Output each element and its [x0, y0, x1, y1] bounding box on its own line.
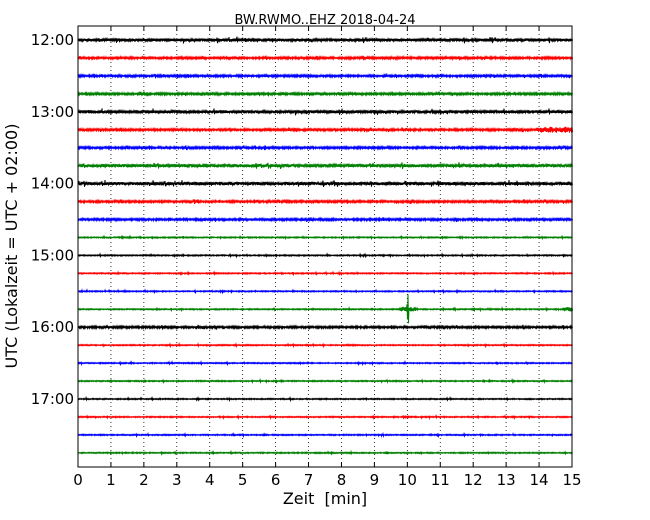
trace-line [77, 288, 573, 295]
vertical-grid [110, 26, 540, 467]
trace-line [77, 180, 573, 187]
trace-line [77, 162, 573, 170]
x-tick-label: 3 [172, 471, 182, 489]
trace-line [77, 252, 573, 259]
x-ticks: 0 1 2 3 4 5 6 7 8 9 10 11 12 13 14 15 [73, 26, 582, 489]
trace-line [77, 90, 573, 97]
trace-line [77, 395, 573, 403]
trace-line [77, 449, 573, 457]
x-tick-label: 0 [73, 471, 83, 489]
x-tick-label: 8 [337, 471, 347, 489]
trace-line [77, 108, 573, 116]
x-tick-label: 2 [139, 471, 149, 489]
y-tick-label: 15:00 [31, 246, 74, 264]
x-tick-label: 11 [431, 471, 450, 489]
trace-line [77, 126, 573, 133]
x-tick-label: 15 [562, 471, 581, 489]
x-tick-label: 9 [370, 471, 380, 489]
y-axis-label: UTC (Lokalzeit = UTC + 02:00) [2, 124, 21, 369]
x-tick-label: 6 [271, 471, 281, 489]
trace-line [77, 294, 573, 324]
y-tick-label: 13:00 [31, 103, 74, 121]
y-tick-label: 14:00 [31, 175, 74, 193]
x-axis-label: Zeit [min] [283, 489, 367, 508]
x-tick-label: 4 [205, 471, 215, 489]
trace-line [77, 324, 573, 331]
trace-line [77, 270, 573, 277]
y-tick-label: 17:00 [31, 390, 74, 408]
y-tick-label: 12:00 [31, 31, 74, 49]
trace-line [77, 72, 573, 79]
x-tick-label: 1 [106, 471, 116, 489]
chart-title: BW.RWMO..EHZ 2018-04-24 [234, 13, 415, 28]
x-tick-label: 14 [530, 471, 549, 489]
trace-line [77, 144, 573, 151]
y-tick-label: 16:00 [31, 318, 74, 336]
trace-line [77, 234, 573, 241]
trace-line [77, 198, 573, 205]
x-tick-label: 13 [497, 471, 516, 489]
y-ticks: 12:00 13:00 14:00 15:00 16:00 17:00 [31, 31, 572, 408]
trace-line [77, 36, 573, 44]
trace-line [77, 359, 573, 367]
x-tick-label: 12 [464, 471, 483, 489]
trace-line [77, 54, 573, 62]
plot-frame [77, 25, 573, 468]
x-tick-label: 5 [238, 471, 248, 489]
trace-line [77, 377, 573, 385]
trace-line [77, 341, 573, 349]
trace-line [77, 431, 573, 439]
trace-line [77, 413, 573, 421]
traces [77, 36, 573, 457]
x-tick-label: 10 [398, 471, 417, 489]
trace-line [77, 216, 573, 223]
x-tick-label: 7 [304, 471, 314, 489]
